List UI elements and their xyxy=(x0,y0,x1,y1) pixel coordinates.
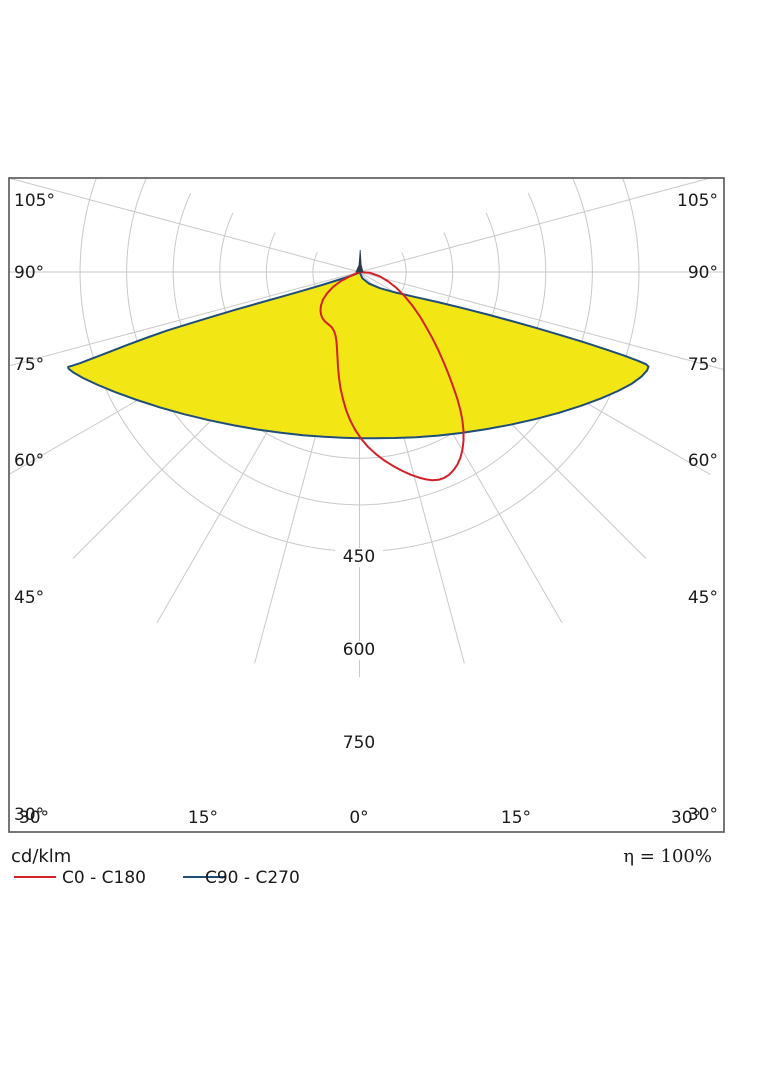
grid-spoke--105 xyxy=(9,178,360,273)
curve-c90-c270 xyxy=(67,271,650,440)
angle-label-left-5: 30° xyxy=(14,805,44,825)
radial-label-backdrop-1 xyxy=(335,641,383,660)
angle-label-bottom-3: 15° xyxy=(501,808,531,828)
distribution-curves xyxy=(67,249,650,482)
radial-tick-label-0: 450 xyxy=(343,547,375,567)
angle-label-left-4: 45° xyxy=(14,588,44,608)
angle-label-bottom-4: 30° xyxy=(671,808,701,828)
angle-label-right-1: 90° xyxy=(688,263,718,283)
legend-label-0: C0 - C180 xyxy=(62,868,146,888)
radial-unit-label: cd/klm xyxy=(11,846,71,867)
curve-c0-c180 xyxy=(319,271,465,482)
angle-labels-bottom: 30° 15° 0° 15° 30° xyxy=(19,808,701,828)
radial-tick-labels: 450 600 750 xyxy=(335,547,383,753)
legend-label-1: C90 - C270 xyxy=(205,868,300,888)
radial-tick-label-2: 750 xyxy=(343,733,375,753)
angle-label-right-4: 45° xyxy=(688,588,718,608)
angle-label-bottom-0: 30° xyxy=(19,808,49,828)
angle-label-left-2: 75° xyxy=(14,355,44,375)
angle-label-right-5: 30° xyxy=(688,805,718,825)
grid-spoke--75 xyxy=(9,271,360,367)
angle-label-left-0: 105° xyxy=(14,191,55,211)
grid-spoke-75 xyxy=(359,271,724,371)
radial-label-backdrop-2 xyxy=(335,734,383,753)
radial-tick-label-1: 600 xyxy=(343,640,375,660)
angle-labels-right: 105° 90° 75° 60° 45° 30° xyxy=(677,191,718,825)
legend: C0 - C180 C90 - C270 xyxy=(14,868,300,888)
angle-label-right-2: 75° xyxy=(688,355,718,375)
radial-label-backdrop-0 xyxy=(335,548,383,567)
luminaire-pole-marker xyxy=(355,249,364,273)
grid-spoke-105 xyxy=(359,178,713,273)
angle-label-left-1: 90° xyxy=(14,263,44,283)
angle-label-bottom-2: 0° xyxy=(349,808,368,828)
angle-label-bottom-1: 15° xyxy=(188,808,218,828)
plot-area-border xyxy=(8,177,725,833)
angle-labels-left: 105° 90° 75° 60° 45° 30° xyxy=(14,191,55,825)
angle-label-right-0: 105° xyxy=(677,191,718,211)
efficiency-label: η = 100% xyxy=(623,846,712,867)
angle-label-right-3: 60° xyxy=(688,451,718,471)
distribution-fill-area xyxy=(68,272,649,439)
angle-label-left-3: 60° xyxy=(14,451,44,471)
